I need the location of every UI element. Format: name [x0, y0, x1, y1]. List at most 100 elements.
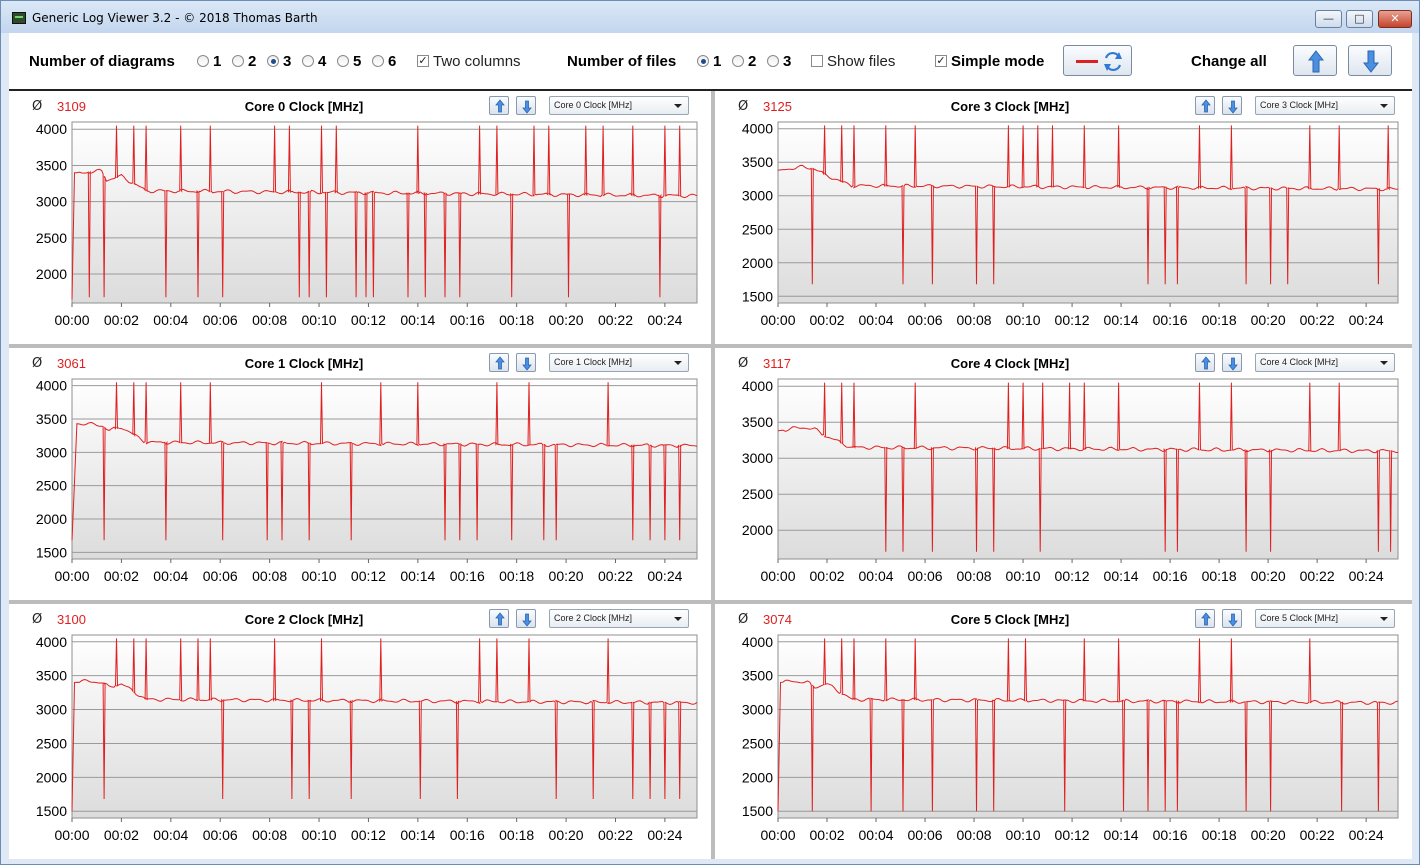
y-tick-label: 4000 [742, 634, 773, 650]
diagrams-radio-label-3: 3 [283, 53, 292, 70]
x-tick-label: 00:14 [400, 312, 435, 328]
series-select[interactable]: Core 3 Clock [MHz] [1255, 96, 1395, 115]
move-up-button[interactable] [489, 353, 509, 372]
x-tick-label: 00:00 [760, 827, 795, 843]
x-tick-label: 00:24 [647, 312, 682, 328]
change-all-up-button[interactable] [1293, 45, 1337, 76]
x-tick-label: 00:12 [1055, 568, 1090, 584]
line-color-button[interactable] [1063, 45, 1132, 76]
files-radio-3[interactable] [767, 55, 779, 67]
x-tick-label: 00:24 [1349, 568, 1384, 584]
diagrams-radio-3[interactable] [267, 55, 279, 67]
x-tick-label: 00:02 [809, 312, 844, 328]
x-tick-label: 00:20 [1251, 827, 1286, 843]
chart-panel-2: Ø 3061 Core 1 Clock [MHz] Core 1 Clock [MHz… [9, 348, 711, 600]
maximize-button[interactable]: □ [1346, 10, 1373, 28]
diagrams-radio-label-5: 5 [353, 53, 362, 70]
move-up-button[interactable] [1195, 353, 1215, 372]
diagrams-radio-5[interactable] [337, 55, 349, 67]
move-up-button[interactable] [1195, 96, 1215, 115]
x-tick-label: 00:06 [203, 827, 238, 843]
y-tick-label: 3000 [36, 194, 67, 210]
arrow-up-icon [1201, 612, 1211, 626]
column-divider[interactable] [711, 91, 715, 859]
arrow-up-icon [495, 612, 505, 626]
x-tick-label: 00:10 [1006, 312, 1041, 328]
move-up-button[interactable] [489, 609, 509, 628]
y-tick-label: 3000 [742, 450, 773, 466]
series-select[interactable]: Core 5 Clock [MHz] [1255, 609, 1395, 628]
arrow-up-icon [1201, 356, 1211, 370]
series-select[interactable]: Core 0 Clock [MHz] [549, 96, 689, 115]
chart-panel-3: Ø 3117 Core 4 Clock [MHz] Core 4 Clock [MHz… [715, 348, 1412, 600]
x-tick-label: 00:12 [1055, 827, 1090, 843]
y-tick-label: 2000 [36, 511, 67, 527]
diagrams-radio-6[interactable] [372, 55, 384, 67]
y-tick-label: 3500 [36, 668, 67, 684]
move-down-button[interactable] [1222, 609, 1242, 628]
x-tick-label: 00:22 [1300, 312, 1335, 328]
window-title: Generic Log Viewer 3.2 - © 2018 Thomas B… [32, 11, 318, 25]
move-up-button[interactable] [489, 96, 509, 115]
x-tick-label: 00:18 [1202, 312, 1237, 328]
close-button[interactable]: ✕ [1378, 10, 1412, 28]
move-down-button[interactable] [516, 353, 536, 372]
x-tick-label: 00:20 [549, 827, 584, 843]
change-all-down-button[interactable] [1348, 45, 1392, 76]
x-tick-label: 00:10 [1006, 568, 1041, 584]
move-down-button[interactable] [1222, 96, 1242, 115]
x-tick-label: 00:14 [1104, 312, 1139, 328]
series-select[interactable]: Core 4 Clock [MHz] [1255, 353, 1395, 372]
show-files-checkbox[interactable] [811, 55, 823, 67]
diagrams-radio-4[interactable] [302, 55, 314, 67]
move-up-button[interactable] [1195, 609, 1215, 628]
average-value: 3109 [57, 99, 86, 114]
y-tick-label: 3500 [742, 668, 773, 684]
average-symbol: Ø [32, 612, 43, 627]
minimize-button[interactable]: — [1315, 10, 1342, 28]
simple-mode-checkbox[interactable]: ✓ [935, 54, 947, 67]
x-tick-label: 00:00 [760, 568, 795, 584]
row-divider-1[interactable] [9, 344, 1412, 348]
y-tick-label: 2000 [742, 769, 773, 785]
x-tick-label: 00:08 [252, 312, 287, 328]
average-value: 3125 [763, 99, 792, 114]
title-bar[interactable]: Generic Log Viewer 3.2 - © 2018 Thomas B… [1, 1, 1419, 33]
average-symbol: Ø [738, 356, 749, 371]
two-columns-checkbox[interactable]: ✓ [417, 54, 429, 67]
arrow-down-icon [1228, 357, 1238, 371]
x-tick-label: 00:00 [54, 827, 89, 843]
series-select[interactable]: Core 2 Clock [MHz] [549, 609, 689, 628]
files-radio-1[interactable] [697, 55, 709, 67]
arrow-down-icon [522, 613, 532, 627]
x-tick-label: 00:20 [549, 312, 584, 328]
row-divider-2[interactable] [9, 600, 1412, 604]
x-tick-label: 00:10 [302, 312, 337, 328]
y-tick-label: 3000 [742, 702, 773, 718]
diagrams-label: Number of diagrams [29, 53, 175, 70]
x-tick-label: 00:04 [153, 312, 188, 328]
chart-svg: 1500 2000 2500 3000 3500 4000 00:00 00:02 00:04 0… [742, 634, 1399, 843]
x-tick-label: 00:12 [1055, 312, 1090, 328]
y-tick-label: 3000 [742, 188, 773, 204]
x-tick-label: 00:04 [859, 312, 894, 328]
move-down-button[interactable] [1222, 353, 1242, 372]
x-tick-label: 00:08 [252, 568, 287, 584]
y-tick-label: 1500 [742, 288, 773, 304]
x-tick-label: 00:10 [302, 827, 337, 843]
series-line [71, 382, 698, 541]
change-all-label: Change all [1191, 53, 1267, 70]
arrow-down-icon [1228, 613, 1238, 627]
files-label: Number of files [567, 53, 677, 70]
x-tick-label: 00:06 [203, 312, 238, 328]
diagrams-radio-1[interactable] [197, 55, 209, 67]
x-tick-label: 00:06 [908, 568, 943, 584]
y-tick-label: 2000 [36, 266, 67, 282]
move-down-button[interactable] [516, 609, 536, 628]
diagrams-radio-label-1: 1 [213, 53, 222, 70]
files-radio-2[interactable] [732, 55, 744, 67]
x-tick-label: 00:04 [153, 568, 188, 584]
diagrams-radio-2[interactable] [232, 55, 244, 67]
series-select[interactable]: Core 1 Clock [MHz] [549, 353, 689, 372]
move-down-button[interactable] [516, 96, 536, 115]
